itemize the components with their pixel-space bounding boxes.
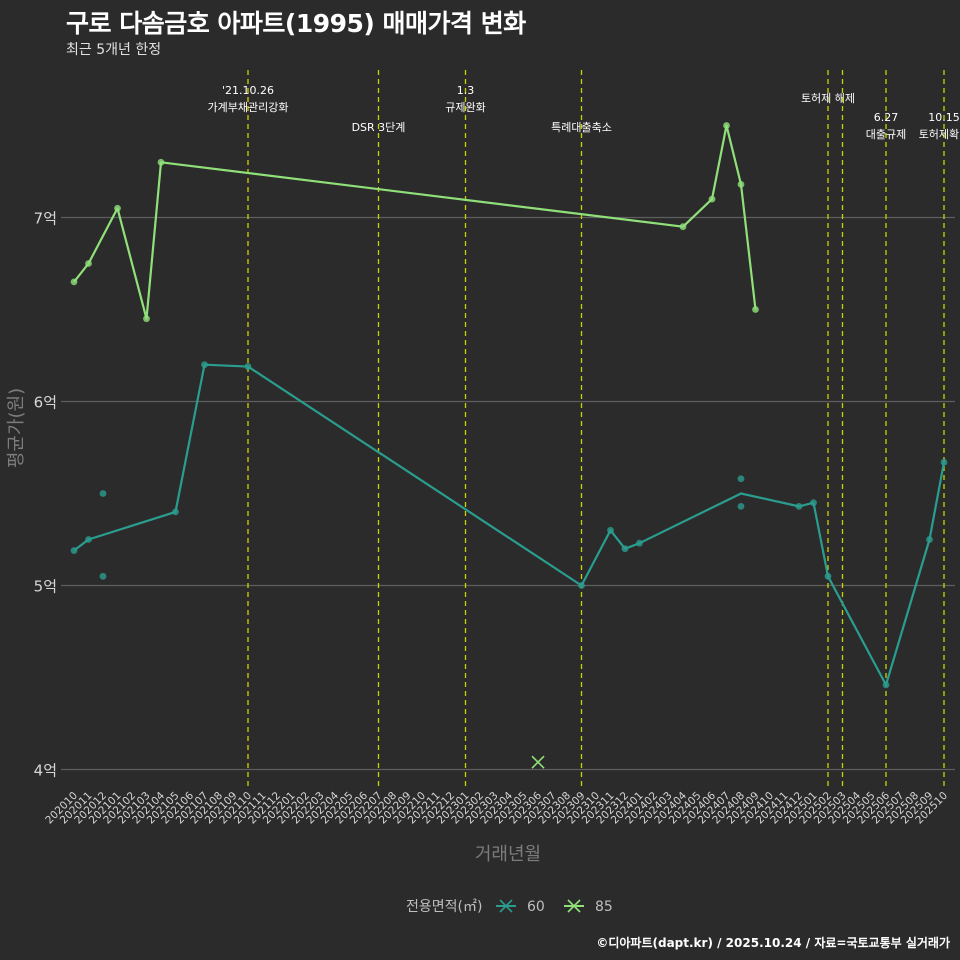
- data-point-60: [795, 502, 803, 510]
- legend-key-x: [567, 899, 581, 913]
- event-label: 토허제 해제: [801, 91, 855, 105]
- data-point-60: [926, 536, 933, 543]
- data-point-60: [824, 572, 832, 580]
- legend-label: 60: [527, 899, 545, 915]
- data-point-60: [99, 572, 107, 580]
- y-tick-label: 7억: [34, 210, 57, 228]
- data-point-60: [621, 545, 629, 553]
- event-label: 규제완화: [445, 101, 485, 114]
- legend-key-x: [499, 899, 513, 913]
- data-point-85: [737, 180, 745, 188]
- data-point-60: [607, 526, 614, 534]
- event-label: 10.15: [928, 111, 960, 124]
- data-point-60: [244, 363, 252, 370]
- data-point-85: [708, 195, 716, 203]
- data-point-85: [679, 223, 687, 231]
- event-label: 1.3: [457, 84, 475, 97]
- y-axis-title: 평균가(원): [6, 388, 27, 468]
- legend-title: 전용면적(㎡): [406, 899, 482, 915]
- data-point-60: [636, 539, 643, 547]
- x-axis-title: 거래년월: [475, 844, 541, 865]
- outlier-marker: [531, 755, 545, 769]
- event-label: '21.10.26: [222, 84, 274, 97]
- source-caption: ©디아파트(dapt.kr) / 2025.10.24 / 자료=국토교통부 실…: [596, 936, 950, 950]
- data-point-60: [70, 547, 78, 554]
- event-label: 가계부채관리강화: [208, 101, 289, 114]
- data-point-60: [578, 582, 585, 589]
- y-tick-label: 4억: [34, 762, 57, 780]
- y-tick-label: 5억: [34, 578, 57, 596]
- data-point-60: [940, 458, 948, 466]
- data-point-60: [882, 681, 890, 689]
- event-label: 6.27: [874, 111, 899, 124]
- data-point-85: [752, 306, 759, 313]
- data-point-60: [737, 502, 745, 510]
- y-tick-label: 6억: [34, 394, 57, 412]
- data-point-85: [85, 260, 92, 267]
- data-point-60: [85, 536, 92, 543]
- data-point-60: [201, 361, 208, 369]
- chart-subtitle: 최근 5개년 한정: [66, 42, 162, 58]
- data-point-60: [172, 508, 179, 516]
- data-point-60: [99, 490, 107, 497]
- data-point-85: [723, 122, 730, 129]
- data-point-85: [157, 158, 165, 166]
- data-point-60: [810, 499, 817, 507]
- data-point-85: [114, 204, 121, 212]
- data-point-85: [70, 278, 78, 286]
- chart-title: 구로 다솜금호 아파트(1995) 매매가격 변화: [66, 9, 526, 38]
- series-line-85: [73, 124, 757, 320]
- legend-label: 85: [595, 899, 613, 915]
- series-line-60: [73, 363, 946, 686]
- outlier-stroke: [531, 755, 545, 769]
- data-point-60: [737, 475, 745, 483]
- event-label: DSR 3단계: [352, 121, 406, 134]
- event-label: 대출규제: [866, 128, 906, 141]
- event-label: 특례대출축소: [551, 121, 612, 134]
- event-label: 토허제확대: [919, 128, 960, 141]
- data-point-85: [143, 315, 150, 323]
